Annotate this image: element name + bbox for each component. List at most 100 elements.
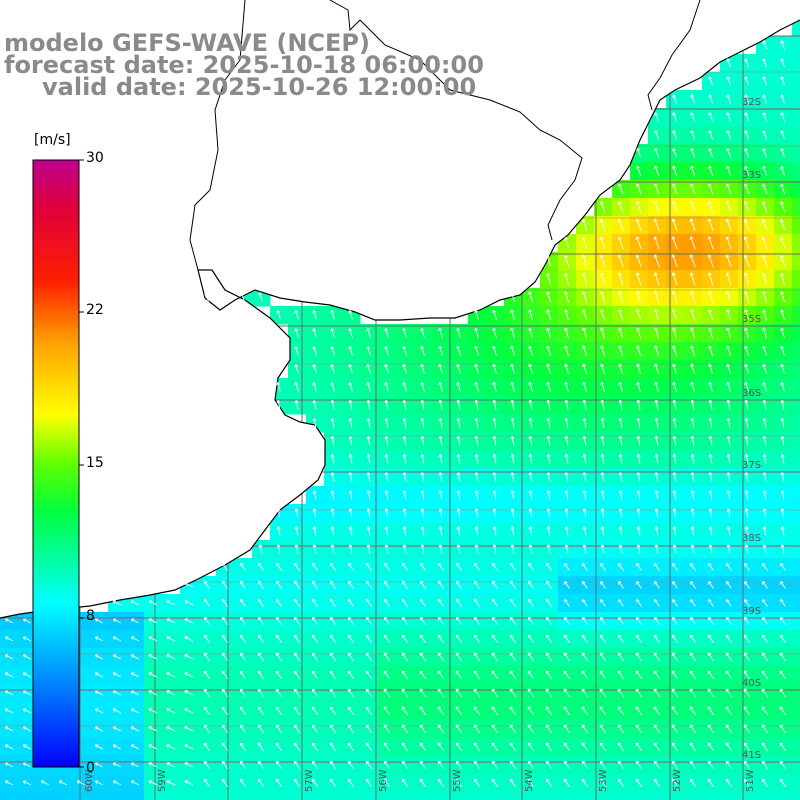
wind-arrow — [762, 399, 767, 410]
wind-arrow — [726, 76, 731, 86]
wind-arrow — [456, 598, 462, 607]
wind-cell — [792, 342, 800, 361]
wind-arrow — [671, 200, 678, 213]
wind-arrow — [546, 273, 552, 285]
wind-arrow — [690, 508, 695, 518]
wind-arrow — [420, 436, 425, 446]
wind-arrow — [762, 130, 768, 140]
wind-arrow — [672, 165, 678, 177]
wind-arrow — [707, 183, 714, 195]
wind-arrow — [509, 670, 517, 680]
wind-arrow — [257, 688, 265, 698]
wind-arrow — [545, 634, 553, 644]
wind-arrow — [222, 598, 228, 607]
wind-arrow — [564, 526, 569, 536]
wind-arrow — [329, 742, 337, 752]
wind-arrow — [744, 112, 750, 122]
wind-arrow — [780, 273, 786, 285]
wind-arrow — [725, 634, 732, 644]
wind-arrow — [564, 490, 569, 500]
wind-arrow — [312, 562, 318, 571]
wind-arrow — [726, 544, 731, 554]
wind-arrow — [366, 345, 371, 356]
wind-arrow — [545, 724, 553, 734]
wind-arrow — [780, 472, 785, 482]
wind-arrow — [654, 345, 660, 357]
wind-arrow — [617, 760, 625, 770]
wind-arrow — [166, 708, 176, 714]
wind-arrow — [222, 580, 228, 589]
wind-arrow — [744, 454, 749, 464]
wind-arrow — [708, 616, 714, 625]
wind-arrow — [384, 345, 389, 356]
wind-arrow — [563, 706, 571, 716]
wind-arrow — [672, 147, 678, 158]
wind-arrow — [438, 598, 444, 607]
wind-arrow — [473, 742, 481, 752]
wind-arrow — [420, 454, 425, 464]
wind-arrow — [366, 508, 371, 518]
wind-arrow — [294, 328, 299, 338]
wind-arrow — [689, 254, 696, 268]
wind-arrow — [275, 706, 283, 716]
wind-arrow — [707, 670, 715, 680]
wind-cell — [792, 144, 800, 163]
wind-arrow — [689, 634, 696, 644]
wind-arrow — [726, 616, 732, 625]
wind-arrow — [762, 165, 768, 176]
wind-arrow — [437, 634, 445, 644]
wind-arrow — [419, 688, 427, 698]
wind-arrow — [599, 724, 607, 734]
wind-arrow — [618, 472, 623, 482]
wind-arrow — [402, 508, 407, 518]
wind-arrow — [600, 544, 605, 554]
wind-arrow — [112, 780, 121, 786]
wind-arrow — [491, 688, 499, 698]
wind-arrow — [456, 508, 461, 518]
wind-arrow — [329, 616, 336, 626]
wind-arrow — [780, 76, 785, 86]
wind-arrow — [618, 363, 623, 375]
wind-arrow — [4, 654, 13, 660]
wind-arrow — [184, 582, 194, 588]
border-line — [647, 0, 701, 111]
wind-arrow — [311, 652, 319, 662]
wind-arrow — [690, 345, 696, 357]
wind-arrow — [581, 634, 588, 644]
wind-arrow — [546, 562, 552, 571]
wind-arrow — [203, 706, 211, 716]
wind-arrow — [726, 130, 732, 140]
wind-arrow — [474, 381, 479, 392]
wind-arrow — [743, 652, 751, 662]
wind-arrow — [528, 291, 534, 303]
wind-arrow — [402, 562, 408, 571]
wind-arrow — [438, 562, 444, 571]
wind-arrow — [419, 634, 427, 644]
wind-arrow — [690, 616, 696, 625]
wind-arrow — [636, 363, 641, 375]
wind-arrow — [636, 148, 642, 158]
wind-arrow — [564, 472, 569, 482]
wind-arrow — [672, 345, 678, 357]
wind-arrow — [744, 544, 749, 554]
wind-arrow — [654, 399, 659, 411]
wind-arrow — [275, 616, 282, 626]
wind-arrow — [312, 364, 317, 374]
wind-arrow — [563, 670, 571, 680]
wind-arrow — [130, 690, 140, 696]
wind-arrow — [635, 760, 643, 770]
wind-arrow — [546, 399, 551, 411]
wind-arrow — [672, 508, 677, 518]
wind-arrow — [112, 654, 121, 660]
wind-arrow — [94, 726, 104, 732]
wind-arrow — [743, 742, 751, 752]
wind-arrow — [762, 272, 768, 285]
wind-arrow — [473, 760, 481, 770]
wind-arrow — [671, 254, 678, 268]
wind-arrow — [707, 218, 714, 232]
wind-arrow — [636, 599, 642, 607]
wind-arrow — [473, 724, 481, 734]
wind-arrow — [690, 112, 696, 122]
wind-arrow — [148, 708, 158, 714]
wind-arrow — [330, 598, 336, 607]
